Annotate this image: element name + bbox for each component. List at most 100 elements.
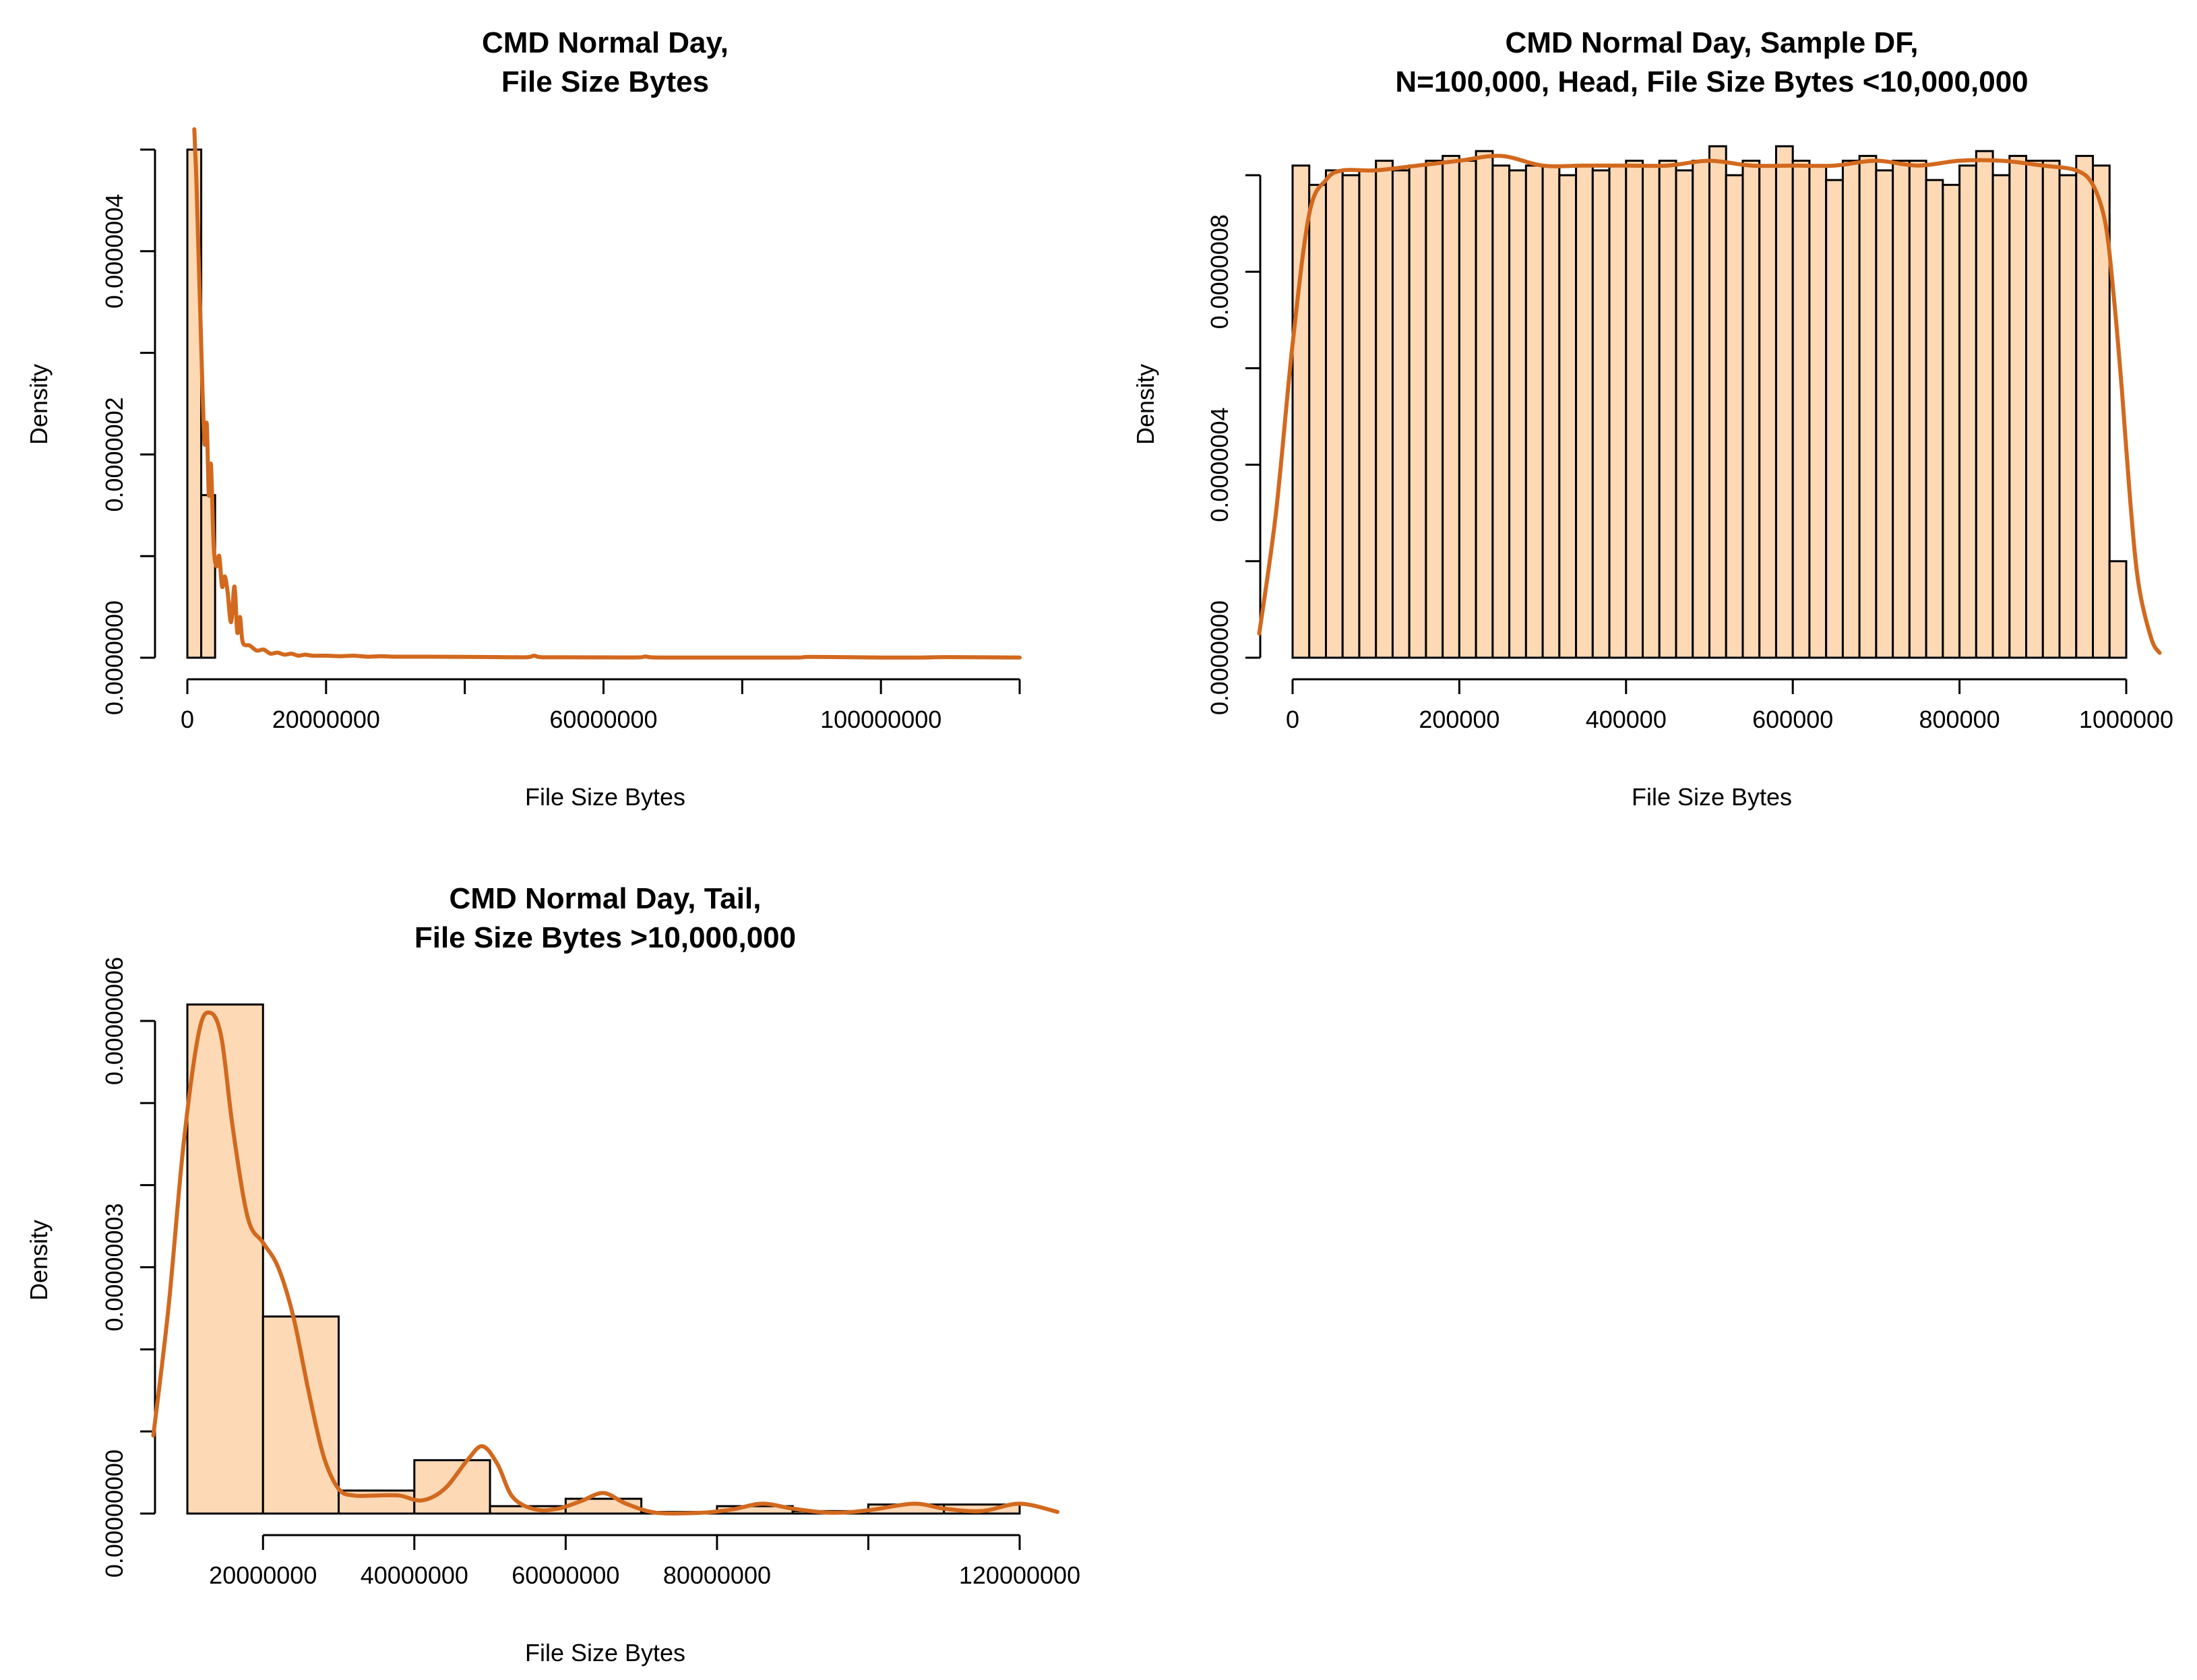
x-axis-label: File Size Bytes bbox=[525, 1639, 685, 1667]
histogram-bar bbox=[1991, 174, 2011, 659]
histogram-bar bbox=[1308, 183, 1327, 659]
x-tick-label: 120000000 bbox=[959, 1561, 1080, 1589]
histogram-bar bbox=[2058, 174, 2078, 659]
chart-title-line-2: File Size Bytes bbox=[501, 65, 709, 98]
chart-title-line-1: CMD Normal Day, Sample DF, bbox=[1506, 26, 1919, 59]
x-tick-label: 600000 bbox=[1752, 706, 1833, 733]
density-curve bbox=[151, 1010, 1060, 1516]
histogram-bar bbox=[1475, 150, 1494, 659]
histogram-bar bbox=[1958, 164, 1977, 659]
histogram-bar bbox=[1575, 164, 1594, 659]
density-curve bbox=[192, 127, 1022, 660]
histogram-bar bbox=[1391, 169, 1411, 659]
y-tick-label: 0.00000006 bbox=[100, 957, 128, 1085]
histogram-bar bbox=[1625, 160, 1644, 659]
x-tick-label: 1000000 bbox=[2079, 706, 2173, 733]
chart-title-line-1: CMD Normal Day, Tail, bbox=[450, 882, 762, 915]
histogram-bar bbox=[1558, 174, 1578, 659]
histogram-bar bbox=[1524, 164, 1544, 659]
chart-title-line-2: File Size Bytes >10,000,000 bbox=[414, 921, 796, 954]
x-tick-label: 400000 bbox=[1586, 706, 1667, 733]
x-tick-label: 20000000 bbox=[209, 1561, 317, 1589]
x-tick-label: 40000000 bbox=[361, 1561, 468, 1589]
histogram-bar bbox=[1341, 174, 1361, 659]
histogram-bar bbox=[413, 1459, 491, 1515]
density-line bbox=[192, 127, 1022, 660]
histogram-bar bbox=[1925, 179, 1944, 659]
histogram-bar bbox=[1892, 160, 1911, 659]
x-axis: 0 200000 400000 600000 800000 1000000 bbox=[1286, 678, 2173, 733]
histogram-bar bbox=[1908, 160, 1927, 659]
histogram-bar bbox=[1591, 169, 1611, 659]
x-axis: 20000000 40000000 60000000 80000000 12000000… bbox=[209, 1534, 1080, 1589]
histogram-bar bbox=[1508, 169, 1527, 659]
histogram-bar bbox=[186, 1003, 264, 1515]
histogram-bar bbox=[1808, 164, 1828, 659]
x-tick-label: 200000 bbox=[1419, 706, 1499, 733]
histogram-bar bbox=[2041, 160, 2061, 659]
histogram-bar bbox=[1758, 164, 1777, 659]
histogram-bar bbox=[1708, 145, 1727, 659]
x-tick-label: 60000000 bbox=[549, 706, 657, 733]
histogram-bar bbox=[2075, 154, 2095, 659]
y-axis-label: Density bbox=[25, 364, 53, 445]
x-tick-label: 800000 bbox=[1919, 706, 2000, 733]
chart-title-line-1: CMD Normal Day, bbox=[482, 26, 729, 59]
histogram-bar bbox=[1942, 183, 1961, 659]
histogram-bar bbox=[1442, 154, 1460, 659]
histogram-bar bbox=[1791, 160, 1811, 659]
histogram-bar bbox=[2108, 560, 2128, 659]
histogram-bar bbox=[1774, 145, 1794, 659]
histogram-bar bbox=[1675, 169, 1694, 659]
y-axis: 0.00000000 0.00000003 0.00000006 bbox=[100, 957, 156, 1578]
histogram-bar bbox=[1841, 160, 1861, 659]
histogram-bar bbox=[1541, 164, 1561, 659]
histogram-bar bbox=[2025, 160, 2044, 659]
x-tick-label: 100000000 bbox=[820, 706, 941, 733]
histogram-bars bbox=[1291, 145, 2128, 659]
y-axis: 0.0000000 0.0000002 0.0000004 bbox=[100, 148, 156, 715]
density-line bbox=[151, 1010, 1060, 1516]
histogram-bar bbox=[1642, 164, 1661, 659]
histogram-bar bbox=[1875, 169, 1894, 659]
histogram-bar bbox=[1358, 169, 1378, 659]
x-axis: 0 20000000 60000000 100000000 bbox=[181, 678, 1021, 733]
histogram-bar bbox=[1375, 160, 1394, 659]
chart-title-line-2: N=100,000, Head, File Size Bytes <10,000… bbox=[1395, 65, 2028, 98]
x-axis-label: File Size Bytes bbox=[525, 783, 685, 811]
histogram-bar bbox=[1825, 179, 1844, 659]
chart-panel-tail: CMD Normal Day, Tail, File Size Bytes >1… bbox=[25, 882, 1080, 1667]
y-tick-label: 0.0000004 bbox=[100, 194, 128, 309]
histogram-bar bbox=[1608, 164, 1628, 659]
histogram-bar bbox=[1425, 160, 1444, 659]
histogram-bar bbox=[1458, 160, 1477, 659]
y-tick-label: 0.0000008 bbox=[1206, 214, 1233, 329]
histogram-bar bbox=[1975, 150, 1994, 659]
x-tick-label: 80000000 bbox=[663, 1561, 771, 1589]
density-curve bbox=[1257, 154, 2162, 655]
y-tick-label: 0.0000000 bbox=[100, 600, 128, 715]
x-axis-label: File Size Bytes bbox=[1632, 783, 1792, 811]
histogram-bars bbox=[186, 1003, 1021, 1515]
y-tick-label: 0.0000000 bbox=[1206, 600, 1233, 715]
y-axis-label: Density bbox=[1132, 364, 1159, 445]
histogram-bar bbox=[1658, 160, 1677, 659]
y-axis: 0.0000000 0.0000004 0.0000008 bbox=[1206, 174, 1262, 715]
histogram-bar bbox=[1324, 169, 1344, 659]
histogram-bar bbox=[1692, 160, 1711, 659]
histogram-bar bbox=[2008, 154, 2028, 659]
histogram-bar bbox=[1741, 160, 1761, 659]
y-tick-label: 0.0000002 bbox=[100, 397, 128, 511]
y-tick-label: 0.00000000 bbox=[100, 1450, 128, 1578]
x-tick-label: 0 bbox=[181, 706, 194, 733]
histogram-bar bbox=[1408, 164, 1427, 659]
histogram-bar bbox=[1491, 164, 1511, 659]
histogram-bar bbox=[1725, 174, 1744, 659]
density-line bbox=[1257, 154, 2162, 655]
histogram-bar bbox=[1858, 154, 1878, 659]
x-tick-label: 0 bbox=[1286, 706, 1299, 733]
y-tick-label: 0.00000003 bbox=[100, 1203, 128, 1331]
x-tick-label: 20000000 bbox=[272, 706, 380, 733]
